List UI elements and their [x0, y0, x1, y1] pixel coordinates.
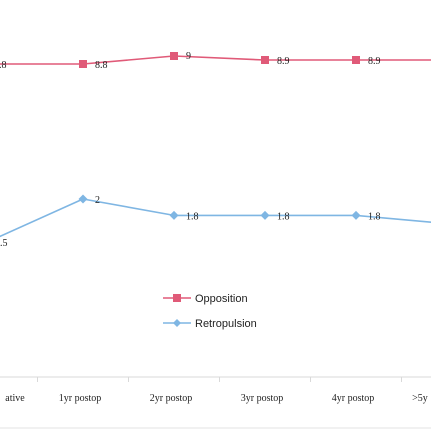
opposition-data-label: 8.9	[368, 56, 381, 67]
retropulsion-data-label: 1.8	[368, 211, 381, 222]
retropulsion-point	[260, 210, 270, 220]
retropulsion-legend-label: Retropulsion	[195, 318, 257, 330]
opposition-point	[79, 60, 87, 68]
x-tick-label: 1yr postop	[59, 393, 102, 404]
opposition-data-label: 8.9	[277, 56, 290, 67]
x-tick-label: 2yr postop	[150, 393, 193, 404]
opposition-point	[352, 56, 360, 64]
x-tick-label: 3yr postop	[241, 393, 284, 404]
retropulsion-data-label: 1.8	[277, 211, 290, 222]
opposition-point	[170, 52, 178, 60]
x-axis: ative 1yr postop 2yr postop 3yr postop 4yr p…	[0, 376, 431, 429]
legend: Opposition Retropulsion	[163, 293, 257, 330]
opposition-point	[261, 56, 269, 64]
retropulsion-point	[351, 210, 361, 220]
retropulsion-point	[78, 194, 88, 204]
retropulsion-data-label: 1.5	[0, 238, 8, 249]
opposition-legend-marker	[173, 294, 181, 302]
opposition-series-line	[0, 55, 431, 65]
retropulsion-point	[169, 210, 179, 220]
data-labels: 8.8 8.8 9 8.9 8.9 1.5 2 1.8 1.8 1.8	[0, 51, 381, 249]
x-tick-label: ative	[5, 393, 25, 404]
x-tick-label: >5y	[412, 393, 428, 404]
x-tick-label: 4yr postop	[332, 393, 375, 404]
retropulsion-data-label: 1.8	[186, 211, 199, 222]
retropulsion-legend-marker	[173, 319, 181, 327]
series-layer	[0, 52, 431, 238]
opposition-data-label: 8.8	[0, 60, 7, 71]
retropulsion-data-label: 2	[95, 195, 100, 206]
opposition-legend-label: Opposition	[195, 293, 248, 305]
opposition-data-label: 8.8	[95, 60, 108, 71]
retropulsion-series-line	[0, 198, 431, 238]
opposition-data-label: 9	[186, 51, 191, 62]
